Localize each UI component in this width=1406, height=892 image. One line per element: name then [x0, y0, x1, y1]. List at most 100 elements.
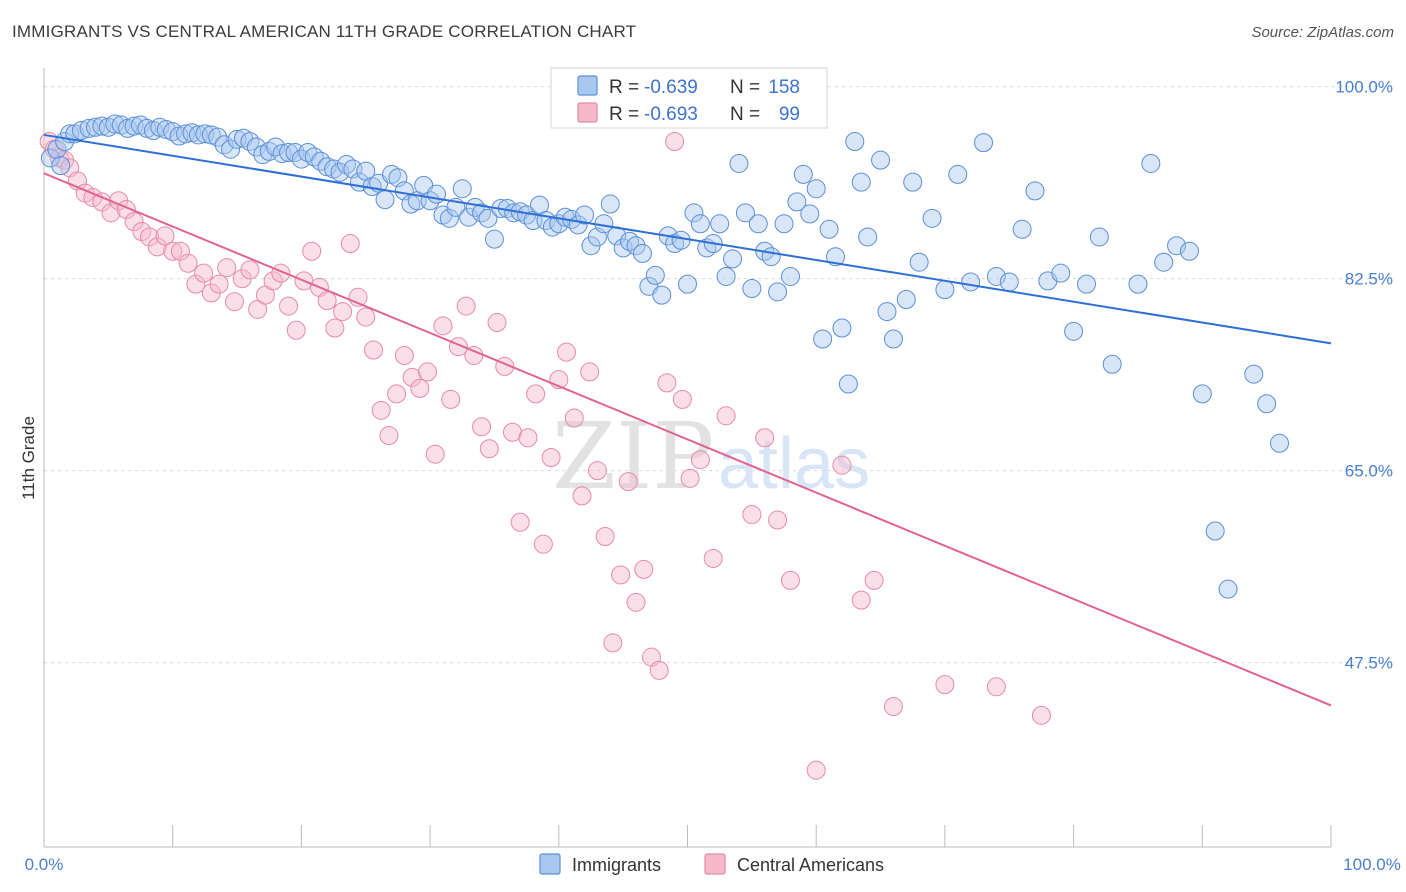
central-americans-point-33 — [286, 320, 306, 340]
immigrants-point-122 — [819, 219, 839, 239]
immigrants-point-130 — [877, 302, 897, 322]
immigrants-point-154 — [1179, 241, 1199, 261]
central-americans-point-62 — [510, 512, 530, 532]
gridlines — [44, 86, 1393, 664]
y-tick-labels: 100.0% 82.5% 65.0% 47.5% — [1335, 78, 1393, 673]
immigrants-point-25 — [195, 124, 215, 144]
central-americans-point-77 — [626, 592, 646, 612]
central-americans-point-47 — [394, 345, 414, 365]
central-americans-point-9 — [101, 203, 121, 223]
immigrants-point-121 — [813, 329, 833, 349]
immigrants-point-123 — [826, 247, 846, 267]
central-americans-point-69 — [564, 408, 584, 428]
central-americans-point-92 — [806, 760, 826, 780]
central-americans-point-25 — [224, 292, 244, 312]
immigrants-point-140 — [986, 266, 1006, 286]
immigrants-point-159 — [1257, 394, 1277, 414]
watermark: ZIP atlas — [552, 403, 870, 510]
central-americans-point-16 — [155, 226, 175, 246]
central-americans-point-40 — [340, 234, 360, 254]
central-americans-point-65 — [533, 534, 553, 554]
immigrants-point-128 — [858, 227, 878, 247]
central-americans-point-14 — [140, 227, 160, 247]
central-americans-point-64 — [526, 384, 546, 404]
immigrants-point-143 — [1025, 181, 1045, 201]
immigrants-point-53 — [375, 190, 395, 210]
central-americans-point-19 — [178, 253, 198, 273]
immigrants-point-115 — [774, 214, 794, 234]
immigrants-point-69 — [478, 208, 498, 228]
central-americans-point-81 — [657, 373, 677, 393]
central-americans-point-58 — [479, 439, 499, 459]
immigrants-point-108 — [729, 153, 749, 173]
watermark-zip: ZIP — [552, 403, 714, 510]
watermark-atlas: atlas — [718, 424, 870, 504]
immigrants-point-111 — [748, 214, 768, 234]
legend-swatch-immigrants — [539, 853, 561, 875]
central-americans-point-43 — [363, 340, 383, 360]
immigrants-point-137 — [948, 164, 968, 184]
central-americans-point-99 — [1031, 705, 1051, 725]
immigrants-point-125 — [838, 374, 858, 394]
central-americans-point-78 — [634, 559, 654, 579]
legend: Immigrants Central Americans — [539, 853, 884, 875]
stats-swatch-immigrants — [577, 75, 598, 96]
central-americans-point-97 — [935, 675, 955, 695]
immigrants-point-118 — [793, 164, 813, 184]
stats-n-value-central-americans: 99 — [779, 104, 800, 125]
immigrants-point-67 — [465, 197, 485, 217]
immigrants-point-153 — [1167, 236, 1187, 256]
central-americans-point-80 — [649, 660, 669, 680]
x-tick-label-max: 100.0% — [1343, 855, 1401, 874]
immigrants-trend-line — [43, 133, 1332, 345]
central-americans-point-90 — [768, 510, 788, 530]
y-tick-label-0: 100.0% — [1335, 78, 1393, 97]
central-americans-point-46 — [387, 384, 407, 404]
central-americans-point-55 — [456, 296, 476, 316]
central-americans-point-21 — [194, 263, 214, 283]
central-americans-point-70 — [572, 486, 592, 506]
immigrants-point-150 — [1128, 274, 1148, 294]
trend-lines — [43, 133, 1332, 707]
central-americans-point-32 — [279, 296, 299, 316]
central-americans-point-35 — [302, 241, 322, 261]
y-tick-label-2: 65.0% — [1345, 462, 1393, 481]
immigrants-point-120 — [806, 179, 826, 199]
immigrants-point-139 — [974, 133, 994, 153]
immigrants-point-157 — [1218, 579, 1238, 599]
immigrants-point-148 — [1089, 227, 1109, 247]
central-americans-point-49 — [410, 378, 430, 398]
immigrants-point-134 — [909, 252, 929, 272]
immigrants-points — [40, 114, 1290, 599]
source-label: Source: ZipAtlas.com — [1251, 24, 1394, 41]
immigrants-point-46 — [330, 162, 350, 182]
immigrants-point-156 — [1205, 521, 1225, 541]
immigrants-point-95 — [645, 265, 665, 285]
central-americans-point-42 — [356, 307, 376, 327]
immigrants-point-63 — [439, 208, 459, 228]
central-americans-point-52 — [433, 316, 453, 336]
immigrants-point-124 — [832, 318, 852, 338]
central-americans-point-83 — [672, 389, 692, 409]
immigrants-point-96 — [652, 285, 672, 305]
central-americans-point-53 — [441, 389, 461, 409]
immigrants-point-152 — [1154, 252, 1174, 272]
immigrants-point-101 — [684, 203, 704, 223]
central-americans-point-94 — [851, 590, 871, 610]
central-americans-point-24 — [217, 258, 237, 278]
immigrants-point-155 — [1192, 384, 1212, 404]
immigrants-point-8 — [85, 117, 105, 137]
central-americans-points — [39, 132, 1051, 780]
central-americans-point-44 — [371, 400, 391, 420]
immigrants-point-29 — [221, 139, 241, 159]
immigrants-point-142 — [1012, 219, 1032, 239]
central-americans-point-20 — [186, 274, 206, 294]
central-americans-point-89 — [755, 428, 775, 448]
immigrants-point-131 — [883, 329, 903, 349]
central-americans-point-84 — [680, 468, 700, 488]
legend-label-immigrants: Immigrants — [572, 855, 661, 875]
immigrants-point-158 — [1244, 364, 1264, 384]
central-americans-point-15 — [147, 237, 167, 257]
immigrants-point-132 — [896, 290, 916, 310]
